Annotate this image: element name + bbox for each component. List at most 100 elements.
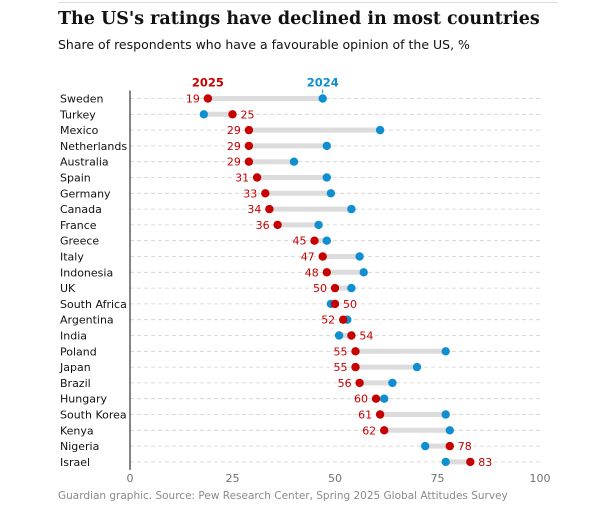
dot-2025	[252, 173, 262, 182]
dot-2025	[445, 441, 454, 451]
data-label-2025: 29	[227, 140, 241, 153]
dot-2025	[265, 204, 274, 214]
dot-2024	[441, 410, 450, 419]
data-label-2025: 33	[243, 187, 257, 200]
x-tick-label: 100	[530, 472, 551, 485]
category-label: Mexico	[60, 124, 99, 137]
dot-2024	[199, 110, 208, 119]
dot-2025	[466, 457, 475, 467]
dot-2025	[380, 426, 389, 435]
dot-2025	[261, 189, 270, 198]
data-label-2025: 56	[338, 377, 352, 390]
data-label-2025: 34	[247, 203, 261, 216]
category-labels: Sweden Turkey Mexico Netherlands Australia Sp…	[59, 93, 127, 469]
data-label-2025: 47	[301, 251, 315, 264]
data-label-2025: 50	[313, 282, 327, 295]
legend: 2025 2024	[192, 76, 339, 94]
dot-2024	[334, 331, 344, 340]
data-label-2025: 19	[186, 93, 200, 106]
category-label: Italy	[60, 251, 84, 264]
legend-2025: 2025	[192, 76, 224, 90]
dot-2024	[347, 204, 356, 214]
dot-2024	[441, 457, 450, 467]
axes: 0 25 50 75 100	[127, 90, 551, 485]
dot-2025	[310, 236, 319, 245]
dot-2025	[339, 315, 348, 324]
dot-2024	[359, 268, 368, 277]
data-label-2025: 55	[334, 361, 348, 374]
dot-2025	[244, 125, 254, 135]
category-label: Turkey	[59, 108, 96, 121]
data-label-2025: 45	[293, 235, 307, 248]
category-label: Greece	[60, 235, 99, 248]
dot-2025	[351, 362, 360, 372]
category-label: Brazil	[60, 377, 91, 390]
data-label-2025: 60	[354, 393, 368, 406]
category-label: Australia	[60, 156, 109, 169]
x-tick-label: 25	[226, 472, 240, 485]
data-label-2025: 61	[358, 409, 372, 422]
dot-2025	[203, 94, 213, 103]
chart-subtitle: Share of respondents who have a favourab…	[58, 37, 470, 52]
dot-2025	[228, 110, 237, 119]
data-label-2025: 78	[458, 440, 472, 453]
dot-2024	[322, 236, 331, 245]
data-label-2025: 36	[256, 219, 270, 232]
dot-2024	[355, 252, 364, 261]
dot-2024	[289, 157, 299, 166]
category-label: France	[60, 219, 97, 232]
dot-2025	[322, 268, 331, 277]
category-label: Sweden	[60, 93, 103, 106]
dot-2025	[330, 299, 340, 309]
dot-2025	[351, 347, 360, 356]
data-label-2025: 48	[305, 266, 319, 279]
dot-2025	[355, 378, 364, 388]
data-labels: 1925292929313334364547485050525455555660…	[186, 93, 492, 469]
dot-2025	[371, 394, 381, 403]
dot-2024	[388, 378, 397, 388]
dot-2025	[347, 331, 356, 340]
category-label: South Africa	[60, 298, 127, 311]
dot-2024	[421, 441, 430, 451]
category-label: Netherlands	[60, 140, 127, 153]
dot-2025	[375, 410, 385, 419]
category-label: Hungary	[60, 393, 107, 406]
data-label-2025: 54	[359, 330, 373, 343]
dot-2024	[318, 94, 327, 103]
data-label-2025: 31	[235, 172, 249, 185]
legend-2024: 2024	[307, 76, 339, 90]
data-label-2025: 62	[362, 424, 376, 437]
category-label: Spain	[60, 172, 91, 185]
category-label: Indonesia	[60, 266, 113, 279]
data-label-2025: 52	[321, 314, 335, 327]
dot-2024	[322, 173, 331, 182]
category-label: South Korea	[60, 409, 127, 422]
data-label-2025: 29	[227, 156, 241, 169]
x-tick-label: 0	[127, 472, 134, 485]
data-label-2025: 50	[343, 298, 357, 311]
dot-2024	[322, 141, 331, 151]
dot-2024	[375, 125, 385, 135]
connectors	[203, 96, 471, 465]
category-label: Kenya	[60, 424, 94, 437]
x-tick-label: 50	[328, 472, 342, 485]
dot-2025	[244, 141, 254, 151]
dot-2024	[445, 426, 454, 435]
category-label: Germany	[60, 187, 111, 200]
data-label-2025: 55	[334, 345, 348, 358]
chart-title: The US's ratings have declined in most c…	[58, 9, 540, 29]
dot-2025	[330, 283, 340, 293]
dots-2025	[203, 94, 475, 467]
source-note: Guardian graphic. Source: Pew Research C…	[58, 490, 508, 502]
dot-2024	[412, 362, 422, 372]
category-label: India	[60, 330, 87, 343]
x-tick-label: 75	[431, 472, 445, 485]
dot-2024	[326, 189, 336, 198]
category-label: Argentina	[60, 314, 114, 327]
gridlines	[130, 98, 540, 463]
data-label-2025: 83	[478, 456, 492, 469]
category-label: Japan	[59, 361, 91, 374]
category-label: Poland	[60, 345, 97, 358]
top-rule	[58, 2, 558, 3]
